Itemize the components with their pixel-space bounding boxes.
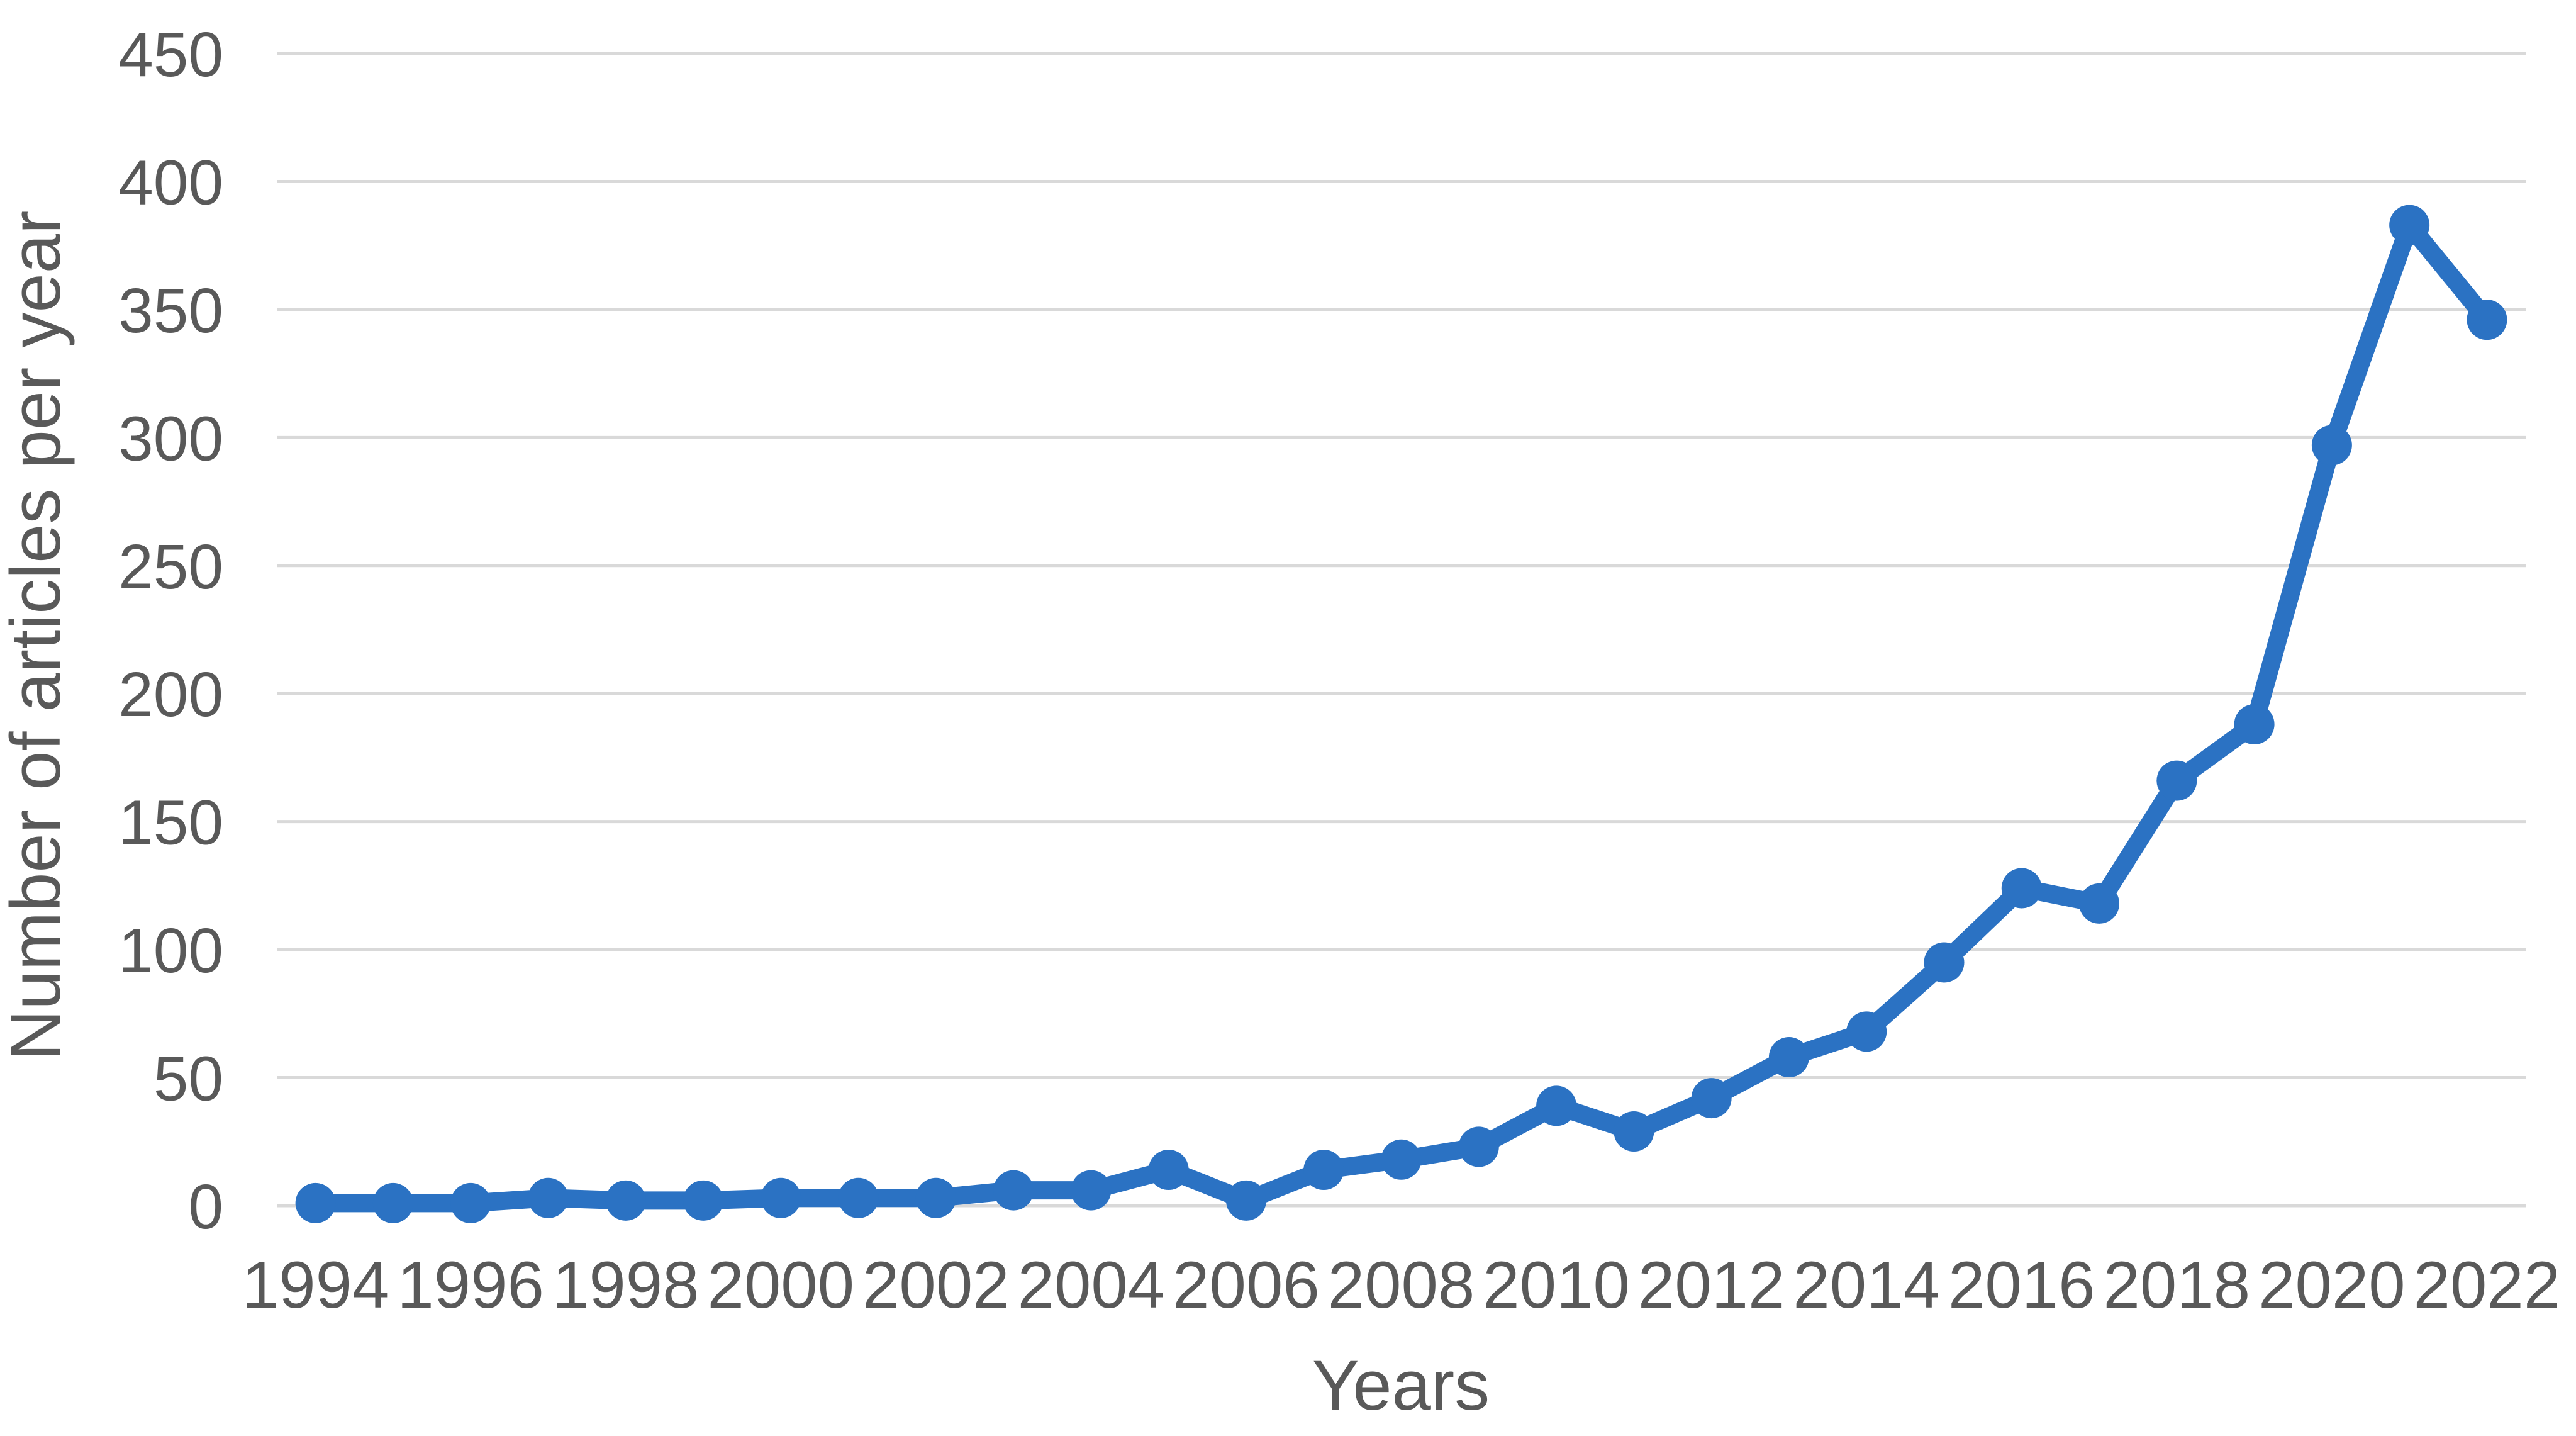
x-tick-label-2010: 2010 [1483, 1248, 1630, 1322]
x-tick-label-2014: 2014 [1793, 1248, 1940, 1322]
x-tick-label-2016: 2016 [1948, 1248, 2095, 1322]
data-point-2001 [838, 1177, 879, 1218]
x-axis-title: Years [1312, 1346, 1490, 1425]
x-tick-label-1996: 1996 [397, 1248, 544, 1322]
data-point-2011 [1614, 1111, 1654, 1152]
horizontal-gridlines [277, 52, 2526, 1208]
data-point-1996 [450, 1182, 491, 1223]
data-point-2002 [915, 1177, 956, 1218]
x-tick-label-2004: 2004 [1018, 1248, 1165, 1322]
data-point-1997 [528, 1177, 569, 1218]
data-point-2008 [1381, 1139, 1422, 1180]
x-tick-label-2006: 2006 [1173, 1248, 1320, 1322]
data-point-2021 [2389, 205, 2430, 245]
data-point-2014 [1846, 1011, 1887, 1052]
data-point-2004 [1071, 1170, 1112, 1211]
y-tick-label-50: 50 [153, 1044, 223, 1114]
x-tick-label-2012: 2012 [1638, 1248, 1785, 1322]
data-point-2016 [2001, 868, 2042, 909]
y-tick-label-400: 400 [118, 147, 223, 218]
y-tick-label-300: 300 [118, 403, 223, 474]
data-point-2010 [1536, 1085, 1577, 1126]
data-point-2000 [761, 1177, 801, 1218]
x-axis-tick-labels: 1994 1996 1998 2000 2002 2004 2006 2008 2010 2012… [242, 1248, 2560, 1322]
y-axis-title: Number of articles per year [0, 211, 75, 1061]
y-tick-label-250: 250 [118, 532, 223, 602]
data-point-1995 [372, 1182, 413, 1223]
data-point-2018 [2156, 760, 2197, 801]
y-tick-label-450: 450 [118, 20, 223, 90]
y-tick-label-100: 100 [118, 916, 223, 986]
x-tick-label-1994: 1994 [242, 1248, 389, 1322]
data-point-1998 [605, 1180, 646, 1221]
data-series [295, 205, 2507, 1223]
data-point-2017 [2079, 883, 2120, 924]
data-point-2003 [993, 1170, 1034, 1211]
data-point-2013 [1768, 1037, 1809, 1078]
y-axis-tick-labels: 0 50 100 150 200 250 300 350 400 450 [118, 20, 223, 1242]
y-tick-label-200: 200 [118, 659, 223, 730]
data-point-1994 [295, 1182, 336, 1223]
x-tick-label-2018: 2018 [2104, 1248, 2251, 1322]
x-tick-label-2020: 2020 [2258, 1248, 2406, 1322]
x-tick-label-2002: 2002 [862, 1248, 1010, 1322]
data-point-2006 [1225, 1180, 1266, 1221]
y-tick-label-350: 350 [118, 276, 223, 346]
x-tick-label-2000: 2000 [707, 1248, 854, 1322]
data-point-2015 [1924, 942, 1965, 983]
data-point-2007 [1303, 1150, 1344, 1191]
data-point-2020 [2311, 425, 2352, 466]
data-point-2012 [1691, 1078, 1732, 1119]
data-point-2009 [1458, 1126, 1499, 1167]
series-line [306, 216, 2496, 1213]
data-point-1999 [683, 1180, 723, 1221]
x-tick-label-1998: 1998 [552, 1248, 700, 1322]
data-point-2005 [1148, 1150, 1189, 1191]
y-tick-label-150: 150 [118, 788, 223, 858]
data-point-2022 [2467, 300, 2507, 340]
data-point-2019 [2234, 704, 2275, 745]
y-tick-label-0: 0 [188, 1172, 223, 1242]
x-tick-label-2022: 2022 [2414, 1248, 2561, 1322]
x-tick-label-2008: 2008 [1328, 1248, 1475, 1322]
